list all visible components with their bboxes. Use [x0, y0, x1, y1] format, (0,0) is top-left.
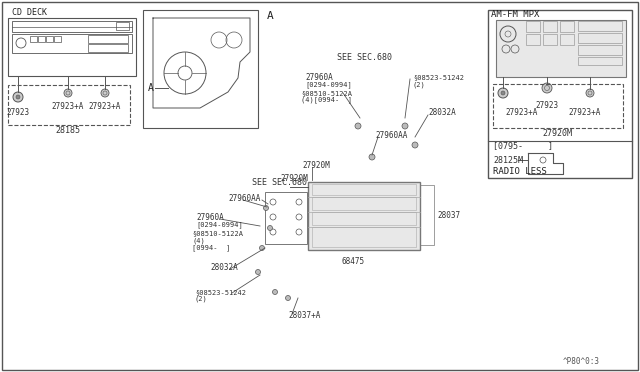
Text: 27960AA: 27960AA: [228, 193, 260, 202]
Text: SEE SEC.680: SEE SEC.680: [252, 177, 307, 186]
Text: A: A: [148, 83, 154, 93]
Text: (4): (4): [192, 238, 205, 244]
Bar: [312, 184, 416, 195]
Text: 27920M: 27920M: [542, 128, 572, 138]
Circle shape: [402, 123, 408, 129]
Circle shape: [355, 123, 361, 129]
Text: 27923: 27923: [6, 108, 29, 116]
Circle shape: [268, 225, 273, 231]
Bar: [493, 84, 623, 128]
Text: 68475: 68475: [341, 257, 365, 266]
Bar: [88, 35, 128, 43]
Text: 27923+A: 27923+A: [89, 102, 121, 110]
Bar: [560, 21, 574, 32]
Bar: [88, 44, 128, 52]
Bar: [312, 212, 416, 225]
Bar: [308, 182, 420, 250]
Text: 28037+A: 28037+A: [288, 311, 321, 320]
Bar: [54, 36, 61, 42]
Bar: [578, 21, 622, 31]
Bar: [143, 10, 258, 128]
Bar: [8, 18, 136, 76]
Circle shape: [369, 154, 375, 160]
Circle shape: [285, 295, 291, 301]
Text: 27923+A: 27923+A: [505, 108, 538, 116]
Bar: [265, 192, 307, 244]
Text: SEE SEC.680: SEE SEC.680: [337, 52, 392, 61]
Text: 27923: 27923: [536, 100, 559, 109]
Text: AM-FM MPX: AM-FM MPX: [491, 10, 540, 19]
Text: 27960A: 27960A: [305, 73, 333, 81]
Circle shape: [542, 83, 552, 93]
Text: 28032A: 28032A: [428, 108, 456, 116]
Text: §08523-51242: §08523-51242: [195, 289, 246, 295]
Text: 27923+A: 27923+A: [568, 108, 600, 116]
Text: RADIO LESS: RADIO LESS: [493, 167, 547, 176]
Text: 28037: 28037: [437, 211, 460, 219]
Circle shape: [255, 269, 260, 275]
Bar: [526, 34, 540, 45]
Circle shape: [259, 246, 264, 250]
Text: 27920M: 27920M: [280, 173, 308, 183]
Text: ^P80^0:3: ^P80^0:3: [563, 357, 600, 366]
Circle shape: [16, 95, 20, 99]
Bar: [526, 21, 540, 32]
Bar: [38, 36, 45, 42]
Text: 28125M: 28125M: [493, 155, 523, 164]
Bar: [496, 20, 626, 77]
Text: (2): (2): [413, 82, 426, 88]
Text: [0294-0994]: [0294-0994]: [305, 81, 352, 89]
Bar: [30, 36, 37, 42]
Circle shape: [273, 289, 278, 295]
Bar: [543, 21, 557, 32]
Text: 28032A: 28032A: [210, 263, 237, 273]
Circle shape: [264, 205, 269, 211]
Bar: [312, 197, 416, 210]
Text: (4)[0994-  ]: (4)[0994- ]: [301, 97, 352, 103]
Bar: [578, 57, 622, 65]
Bar: [578, 33, 622, 43]
Circle shape: [501, 91, 505, 95]
Bar: [543, 34, 557, 45]
Text: (2): (2): [195, 296, 208, 302]
Bar: [12, 21, 132, 32]
Bar: [8, 85, 130, 125]
Text: §08510-5122A: §08510-5122A: [192, 230, 243, 236]
Circle shape: [13, 92, 23, 102]
Circle shape: [101, 89, 109, 97]
Text: §08510-5122A: §08510-5122A: [301, 90, 352, 96]
Bar: [560, 34, 574, 45]
Text: 27960AA: 27960AA: [375, 131, 408, 140]
Text: 27960A: 27960A: [196, 212, 224, 221]
Bar: [420, 185, 434, 245]
Bar: [46, 36, 53, 42]
Text: [0994-  ]: [0994- ]: [192, 245, 230, 251]
Bar: [12, 34, 132, 53]
Circle shape: [498, 88, 508, 98]
Bar: [312, 227, 416, 247]
Circle shape: [586, 89, 594, 97]
Bar: [488, 10, 632, 178]
Text: CD DECK: CD DECK: [12, 7, 47, 16]
Text: 27920M: 27920M: [302, 160, 330, 170]
Text: [0795-     ]: [0795- ]: [493, 141, 553, 151]
Text: 27923+A: 27923+A: [52, 102, 84, 110]
Text: 28185: 28185: [56, 125, 81, 135]
Circle shape: [412, 142, 418, 148]
Circle shape: [64, 89, 72, 97]
Text: A: A: [267, 11, 273, 21]
Text: §08523-51242: §08523-51242: [413, 74, 464, 80]
Bar: [116, 22, 129, 30]
Text: [0294-0994]: [0294-0994]: [196, 222, 243, 228]
Bar: [578, 45, 622, 55]
